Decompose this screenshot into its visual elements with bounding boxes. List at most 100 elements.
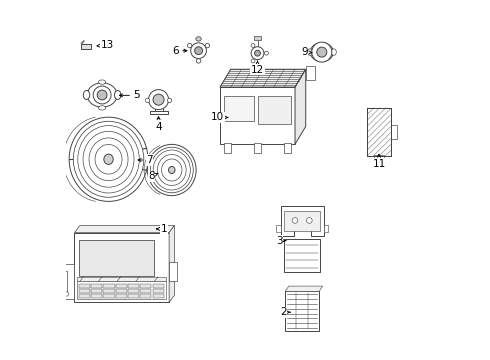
Bar	[306, 66, 315, 80]
Text: 8: 8	[148, 171, 158, 181]
Ellipse shape	[331, 49, 336, 55]
Polygon shape	[169, 226, 174, 302]
Text: 2: 2	[280, 307, 290, 317]
Polygon shape	[220, 69, 306, 87]
Bar	[152, 289, 164, 293]
Ellipse shape	[310, 42, 333, 62]
Bar	[103, 284, 115, 288]
Bar	[258, 96, 291, 124]
Bar	[128, 284, 139, 288]
Bar	[116, 293, 127, 298]
Bar	[91, 284, 102, 288]
Circle shape	[146, 98, 149, 103]
Circle shape	[205, 43, 210, 48]
Bar	[91, 293, 102, 298]
Bar	[91, 289, 102, 293]
Bar	[152, 293, 164, 298]
Bar	[368, 108, 391, 156]
Circle shape	[168, 98, 172, 103]
Ellipse shape	[98, 106, 106, 110]
Bar	[79, 289, 90, 293]
Circle shape	[93, 86, 111, 104]
Bar	[223, 143, 231, 153]
Circle shape	[148, 90, 169, 110]
Ellipse shape	[169, 166, 175, 174]
Circle shape	[306, 217, 312, 223]
Bar	[254, 36, 261, 40]
Text: 3: 3	[276, 236, 286, 246]
Bar	[103, 289, 115, 293]
Circle shape	[292, 217, 298, 223]
Bar	[254, 143, 261, 153]
Bar	[154, 102, 163, 112]
Bar	[81, 44, 91, 49]
Bar	[284, 143, 292, 153]
Bar	[79, 284, 90, 288]
Text: 1: 1	[157, 224, 167, 234]
Polygon shape	[295, 69, 306, 144]
Circle shape	[251, 44, 255, 47]
Bar	[373, 155, 384, 163]
Bar	[223, 96, 253, 121]
Ellipse shape	[83, 90, 90, 99]
Circle shape	[317, 47, 327, 57]
Bar	[77, 276, 166, 282]
Bar	[284, 211, 320, 231]
Text: 6: 6	[173, 46, 187, 56]
Bar	[169, 262, 177, 282]
Bar	[79, 293, 90, 298]
Text: 10: 10	[211, 112, 228, 122]
Circle shape	[191, 43, 206, 59]
Bar	[140, 284, 151, 288]
Circle shape	[97, 90, 107, 100]
Ellipse shape	[150, 147, 193, 193]
Ellipse shape	[74, 121, 144, 197]
Bar	[276, 225, 281, 232]
Ellipse shape	[87, 83, 117, 107]
Ellipse shape	[307, 49, 312, 55]
Text: 5: 5	[120, 90, 139, 100]
Bar	[368, 108, 391, 156]
Circle shape	[312, 42, 332, 62]
Bar	[284, 239, 320, 272]
Polygon shape	[281, 206, 323, 236]
Text: 7: 7	[138, 155, 153, 165]
Circle shape	[251, 47, 264, 60]
Circle shape	[265, 51, 269, 55]
Polygon shape	[285, 286, 323, 292]
Circle shape	[255, 50, 260, 56]
Text: 9: 9	[301, 48, 312, 58]
Bar	[323, 225, 328, 232]
Bar	[140, 293, 151, 298]
Text: 11: 11	[372, 154, 386, 169]
Ellipse shape	[196, 37, 201, 41]
Bar	[116, 289, 127, 293]
Ellipse shape	[98, 80, 106, 84]
Circle shape	[195, 47, 202, 55]
Bar	[77, 281, 166, 300]
Circle shape	[153, 94, 164, 105]
Ellipse shape	[147, 96, 170, 105]
Ellipse shape	[69, 117, 148, 201]
Ellipse shape	[115, 90, 121, 99]
Bar	[391, 125, 397, 139]
Bar	[103, 293, 115, 298]
Bar	[116, 284, 127, 288]
Bar	[74, 233, 169, 302]
Circle shape	[188, 43, 192, 48]
Bar	[152, 284, 164, 288]
Bar	[149, 111, 168, 114]
Ellipse shape	[147, 144, 196, 195]
Ellipse shape	[104, 154, 113, 165]
Bar	[128, 289, 139, 293]
Circle shape	[251, 59, 255, 63]
Polygon shape	[64, 264, 74, 299]
Bar	[79, 240, 154, 276]
Bar	[140, 289, 151, 293]
Text: 4: 4	[155, 117, 162, 132]
Polygon shape	[74, 226, 174, 233]
Bar	[285, 292, 319, 331]
Circle shape	[64, 292, 69, 296]
Text: 12: 12	[251, 61, 264, 75]
Bar	[220, 87, 295, 144]
